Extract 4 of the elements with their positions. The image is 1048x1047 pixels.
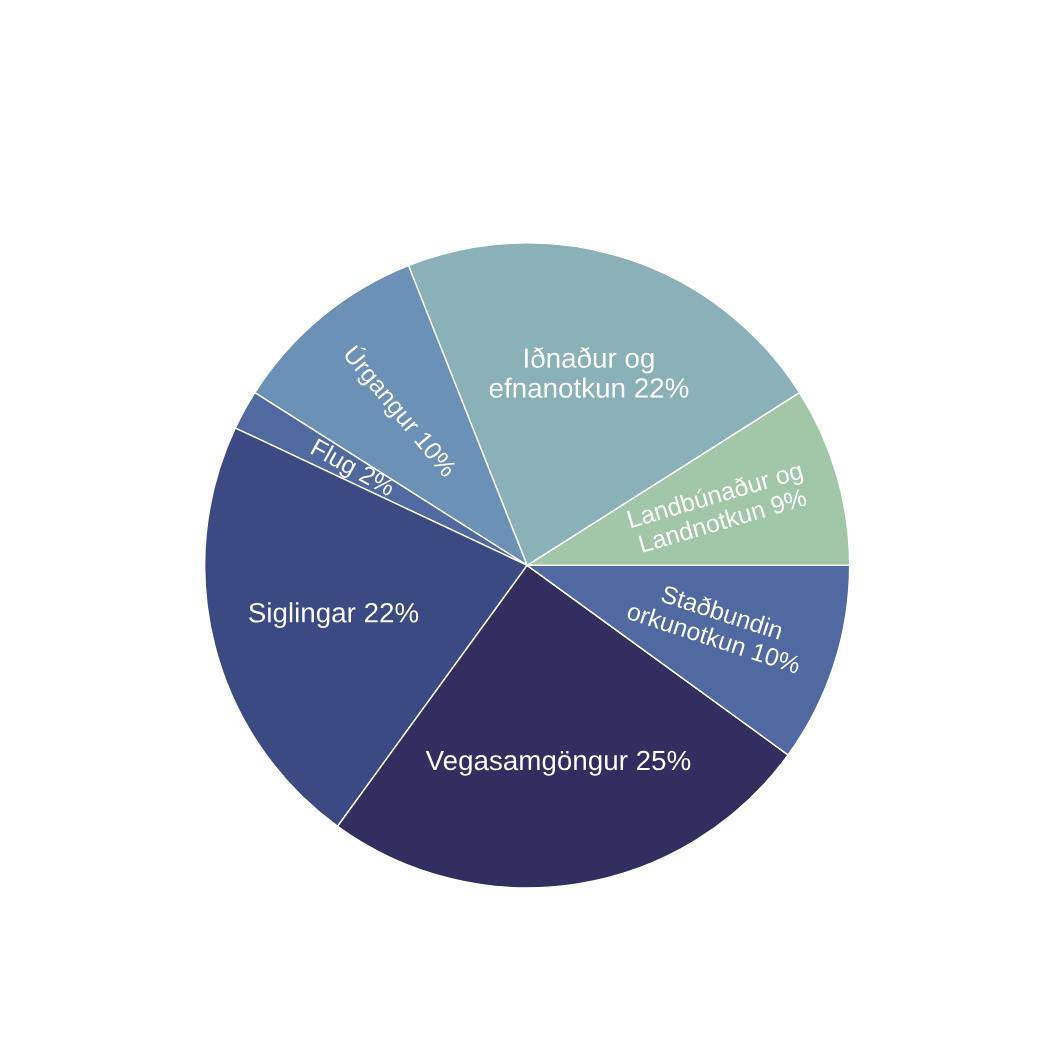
slice-label: Flug 2% (307, 437, 397, 501)
slice-label: Iðnaður og efnanotkun 22% (489, 347, 689, 398)
slice-label: Siglingar 22% (249, 602, 419, 629)
slice-label: Vegasamgöngur 25% (425, 750, 691, 776)
